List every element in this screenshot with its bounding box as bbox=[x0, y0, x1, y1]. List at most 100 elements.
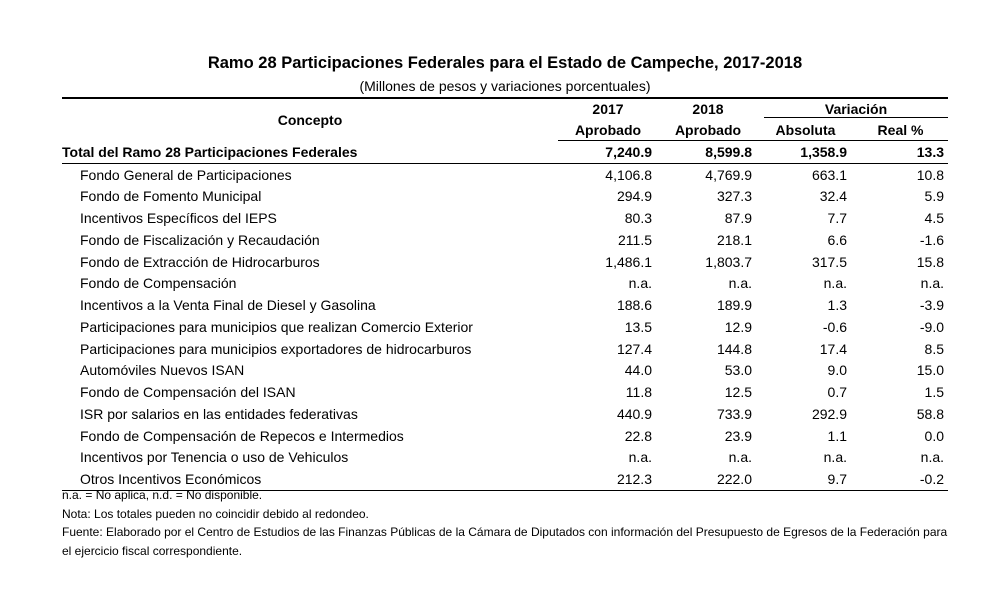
row-variacion-absoluta: n.a. bbox=[823, 275, 847, 292]
row-value-2017: 44.0 bbox=[624, 362, 652, 379]
row-value-2018: 4,769.9 bbox=[705, 166, 752, 183]
row-concept: Incentivos Específicos del IEPS bbox=[80, 210, 277, 227]
row-value-2018: 144.8 bbox=[716, 340, 752, 357]
row-variacion-real: 15.0 bbox=[916, 362, 945, 379]
table-row: Incentivos por Tenencia o uso de Vehicul… bbox=[62, 447, 948, 469]
row-variacion-absoluta: n.a. bbox=[823, 449, 847, 466]
row-value-2017: 188.6 bbox=[616, 297, 652, 314]
row-variacion-real: 5.9 bbox=[924, 188, 945, 205]
row-value-2018: 218.1 bbox=[716, 231, 752, 248]
row-variacion-absoluta: 17.4 bbox=[819, 340, 847, 357]
table-row: Fondo de Compensación del ISAN 11.8 12.5 0.… bbox=[62, 381, 948, 403]
row-value-2017: 127.4 bbox=[616, 340, 652, 357]
row-variacion-absoluta: -0.6 bbox=[822, 318, 847, 335]
row-concept: Incentivos por Tenencia o uso de Vehicul… bbox=[80, 449, 349, 466]
header-year-2018: 2018 bbox=[658, 97, 758, 119]
header-aprobado-2018: Aprobado bbox=[658, 119, 758, 141]
variacion-label: Variación bbox=[764, 101, 949, 118]
table-row: Fondo de Fomento Municipal 294.9 327.3 32.4… bbox=[62, 186, 948, 208]
row-value-2017: 294.9 bbox=[616, 188, 652, 205]
row-concept: Fondo General de Participaciones bbox=[80, 166, 292, 183]
header-concepto: Concepto bbox=[62, 97, 558, 141]
row-value-2017: 212.3 bbox=[558, 468, 658, 492]
row-value-2018: 87.9 bbox=[724, 210, 752, 227]
row-value-2018: n.a. bbox=[728, 449, 752, 466]
row-concept: Otros Incentivos Económicos bbox=[62, 468, 558, 492]
row-concept: Fondo de Fomento Municipal bbox=[80, 188, 262, 205]
note-source: Fuente: Elaborado por el Centro de Estud… bbox=[62, 525, 948, 558]
table-row: Participaciones para municipios exportad… bbox=[62, 338, 948, 360]
row-value-2018: 8,599.8 bbox=[658, 140, 758, 164]
row-value-2017: n.a. bbox=[628, 449, 652, 466]
row-variacion-absoluta: 317.5 bbox=[811, 253, 847, 270]
row-value-2018: 12.9 bbox=[724, 318, 752, 335]
header-variacion: Variación bbox=[758, 97, 949, 119]
header-absoluta: Absoluta bbox=[758, 119, 853, 141]
row-concept: Fondo de Compensación bbox=[80, 275, 237, 292]
table-title: Ramo 28 Participaciones Federales para e… bbox=[207, 54, 803, 72]
row-variacion-real: -9.0 bbox=[919, 318, 945, 335]
table-row: Fondo de Extracción de Hidrocarburos 1,48… bbox=[62, 251, 948, 273]
row-value-2017: n.a. bbox=[628, 275, 652, 292]
row-variacion-real: 58.8 bbox=[916, 405, 945, 422]
row-concept: Fondo de Compensación del ISAN bbox=[80, 384, 296, 401]
row-variacion-absoluta: 0.7 bbox=[827, 384, 847, 401]
row-variacion-real: 8.5 bbox=[924, 340, 945, 357]
table-row: Incentivos a la Venta Final de Diesel y … bbox=[62, 294, 948, 316]
row-concept: Automóviles Nuevos ISAN bbox=[80, 362, 245, 379]
table-body: Total del Ramo 28 Participaciones Federa… bbox=[62, 140, 949, 492]
row-value-2018: 53.0 bbox=[724, 362, 752, 379]
row-variacion-absoluta: 292.9 bbox=[811, 405, 847, 422]
row-value-2018: 222.0 bbox=[658, 468, 758, 492]
row-variacion-absoluta: 1.3 bbox=[827, 297, 847, 314]
row-value-2018: 23.9 bbox=[724, 427, 752, 444]
table-row: Fondo de Fiscalización y Recaudación 211.… bbox=[62, 229, 948, 251]
row-variacion-absoluta: 9.7 bbox=[758, 468, 853, 492]
row-variacion-absoluta: 7.7 bbox=[827, 210, 847, 227]
row-value-2017: 11.8 bbox=[625, 384, 652, 401]
row-variacion-absoluta: 9.0 bbox=[827, 362, 847, 379]
table-row: Fondo de Compensación de Repecos e Inter… bbox=[62, 425, 948, 447]
row-value-2017: 4,106.8 bbox=[605, 166, 652, 183]
row-value-2017: 13.5 bbox=[624, 318, 652, 335]
row-variacion-real: n.a. bbox=[920, 275, 945, 292]
row-concept: Fondo de Fiscalización y Recaudación bbox=[80, 231, 320, 248]
table-row: Fondo de Compensación n.a. n.a. n.a. n.a. bbox=[62, 273, 948, 295]
table-row: Fondo General de Participaciones 4,106.8 4… bbox=[62, 163, 948, 185]
header-year-2017: 2017 bbox=[558, 97, 658, 119]
row-value-2017: 211.5 bbox=[618, 231, 652, 248]
table-subtitle: (Millones de pesos y variaciones porcent… bbox=[359, 78, 651, 94]
row-concept: Participaciones para municipios exportad… bbox=[80, 340, 472, 357]
row-value-2017: 22.8 bbox=[624, 427, 652, 444]
row-value-2018: 189.9 bbox=[716, 297, 752, 314]
row-value-2017: 7,240.9 bbox=[558, 140, 658, 164]
row-concept: ISR por salarios en las entidades federa… bbox=[80, 405, 358, 422]
row-variacion-real: n.a. bbox=[920, 449, 945, 466]
header-aprobado-2017: Aprobado bbox=[558, 119, 658, 141]
row-variacion-real: -0.2 bbox=[853, 468, 949, 492]
row-variacion-real: 4.5 bbox=[924, 210, 945, 227]
table-row: ISR por salarios en las entidades federa… bbox=[62, 403, 948, 425]
row-concept: Fondo de Extracción de Hidrocarburos bbox=[80, 253, 320, 270]
row-variacion-absoluta: 663.1 bbox=[811, 166, 847, 183]
row-variacion-real: -3.9 bbox=[919, 297, 945, 314]
row-value-2018: 327.3 bbox=[716, 188, 752, 205]
table-row: Incentivos Específicos del IEPS 80.3 87.9 7… bbox=[62, 207, 948, 229]
row-value-2018: 1,803.7 bbox=[705, 253, 752, 270]
row-value-2018: 12.5 bbox=[724, 384, 752, 401]
note-rounding: Nota: Los totales pueden no coincidir de… bbox=[62, 506, 369, 521]
row-value-2018: 733.9 bbox=[716, 405, 752, 422]
total-row: Total del Ramo 28 Participaciones Federa… bbox=[62, 140, 949, 164]
row-variacion-real: 0.0 bbox=[924, 427, 945, 444]
row-concept: Incentivos a la Venta Final de Diesel y … bbox=[80, 297, 376, 314]
row-variacion-absoluta: 1.1 bbox=[827, 427, 847, 444]
participaciones-table: Concepto 2017 2018 Variación Aprobado Ap… bbox=[62, 97, 949, 492]
row-variacion-real: 10.8 bbox=[916, 166, 945, 183]
row-concept: Total del Ramo 28 Participaciones Federa… bbox=[62, 140, 558, 164]
table-notes: n.a. = No aplica, n.d. = No disponible. … bbox=[62, 486, 948, 560]
table-row: Otros Incentivos Económicos 212.3 222.0 9.7… bbox=[62, 468, 949, 492]
row-value-2017: 80.3 bbox=[624, 210, 652, 227]
table-row: Automóviles Nuevos ISAN 44.0 53.0 9.0 15.0 bbox=[62, 360, 948, 382]
row-concept: Fondo de Compensación de Repecos e Inter… bbox=[80, 427, 404, 444]
row-variacion-real: 15.8 bbox=[916, 253, 945, 270]
